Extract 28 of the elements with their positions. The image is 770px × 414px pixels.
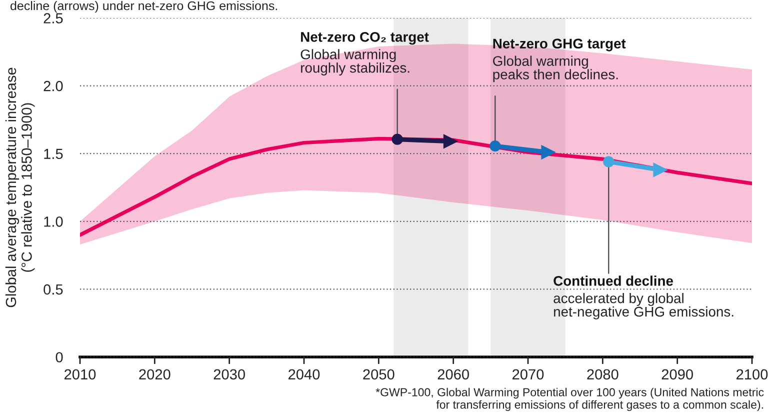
x-tick-label: 2070 (512, 369, 544, 380)
x-tick-label: 2040 (288, 369, 320, 380)
annotation: Net-zero GHG target Global warming peaks then declines. (493, 38, 626, 82)
x-tick-label: 2030 (214, 369, 245, 380)
point (443, 134, 458, 148)
annotation: Net-zero CO₂ target Global warming roughly stabilizes. (300, 32, 429, 76)
y-tick-label: 2.0 (44, 80, 63, 92)
point (392, 134, 403, 145)
x-tick-label: 2080 (587, 369, 618, 380)
annotation: Continued decline accelerated by global net-negative GHG emissions. (554, 276, 734, 320)
x-tick-label: 2100 (736, 369, 768, 380)
x-tick-label: 2020 (139, 369, 170, 380)
y-tick-label: 0.5 (44, 284, 63, 295)
x-tick-label: 2060 (438, 369, 469, 380)
x-tick-label: 2010 (64, 369, 96, 380)
chart-subtitle: decline (arrows) under net-zero GHG emissions. (10, 1, 278, 13)
text: *GWP-100, Global Warming Potential over 100 years (United Nations metric for transferring emissions of different gases to a common scale). (376, 388, 764, 411)
point (653, 162, 668, 177)
x-tick-label: 2090 (662, 369, 693, 380)
y-tick-label: 1.0 (44, 216, 63, 227)
y-tick-label: 0 (56, 352, 63, 362)
y-axis-title: Global average temperature increase (°C relative to 1850–1900) (5, 68, 35, 308)
x-tick-label: 2050 (363, 369, 394, 380)
y-tick-label: 2.5 (44, 13, 63, 24)
y-tick-label: 1.5 (44, 148, 63, 160)
point (541, 145, 556, 160)
point (490, 140, 501, 152)
point (603, 156, 614, 168)
